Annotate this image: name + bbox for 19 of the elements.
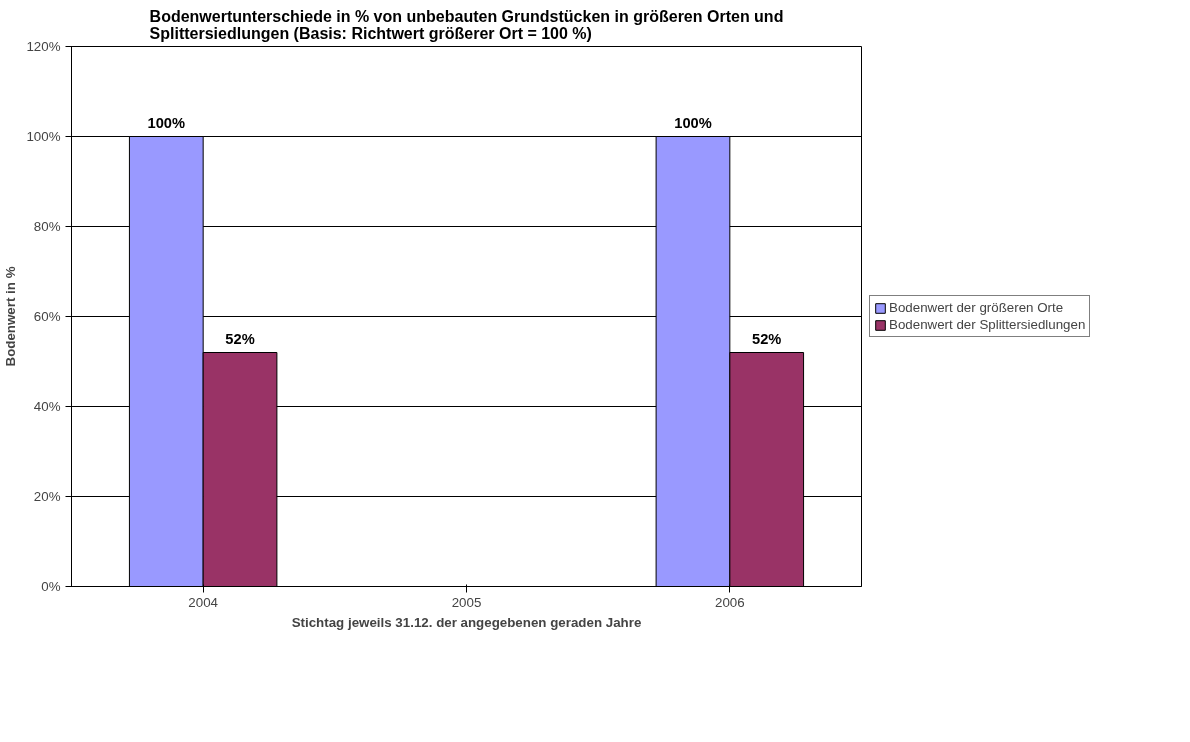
- data-label: 100%: [674, 114, 712, 131]
- y-tick-label: 20%: [33, 489, 61, 504]
- x-tick-label: 2004: [188, 594, 219, 610]
- y-tick-label: 100%: [26, 129, 61, 144]
- y-tick-label: 120%: [26, 39, 61, 54]
- y-tick-label: 80%: [33, 219, 61, 234]
- y-axis-title: Bodenwert in %: [3, 266, 19, 367]
- y-tick-label: 0%: [41, 579, 61, 594]
- x-axis-title: Stichtag jeweils 31.12. der angegebenen geraden Jahre: [291, 614, 642, 630]
- data-label: 100%: [147, 114, 186, 131]
- data-label: 52%: [752, 330, 782, 347]
- chart-title: Bodenwertunterschiede in % von unbebauten Grundstücken in größeren Orten und Splittersiedlungen (Basis: Richtwert größerer Ort = 100 %): [149, 7, 784, 42]
- data-label: 52%: [225, 330, 255, 347]
- y-tick-label: 40%: [33, 399, 61, 414]
- legend-label: Bodenwert der größeren Orte: [889, 300, 1064, 315]
- y-tick-label: 60%: [33, 309, 61, 324]
- legend-label: Bodenwert der Splittersiedlungen: [889, 317, 1086, 332]
- x-tick-label: 2005: [451, 594, 482, 610]
- x-tick-label: 2006: [715, 594, 745, 610]
